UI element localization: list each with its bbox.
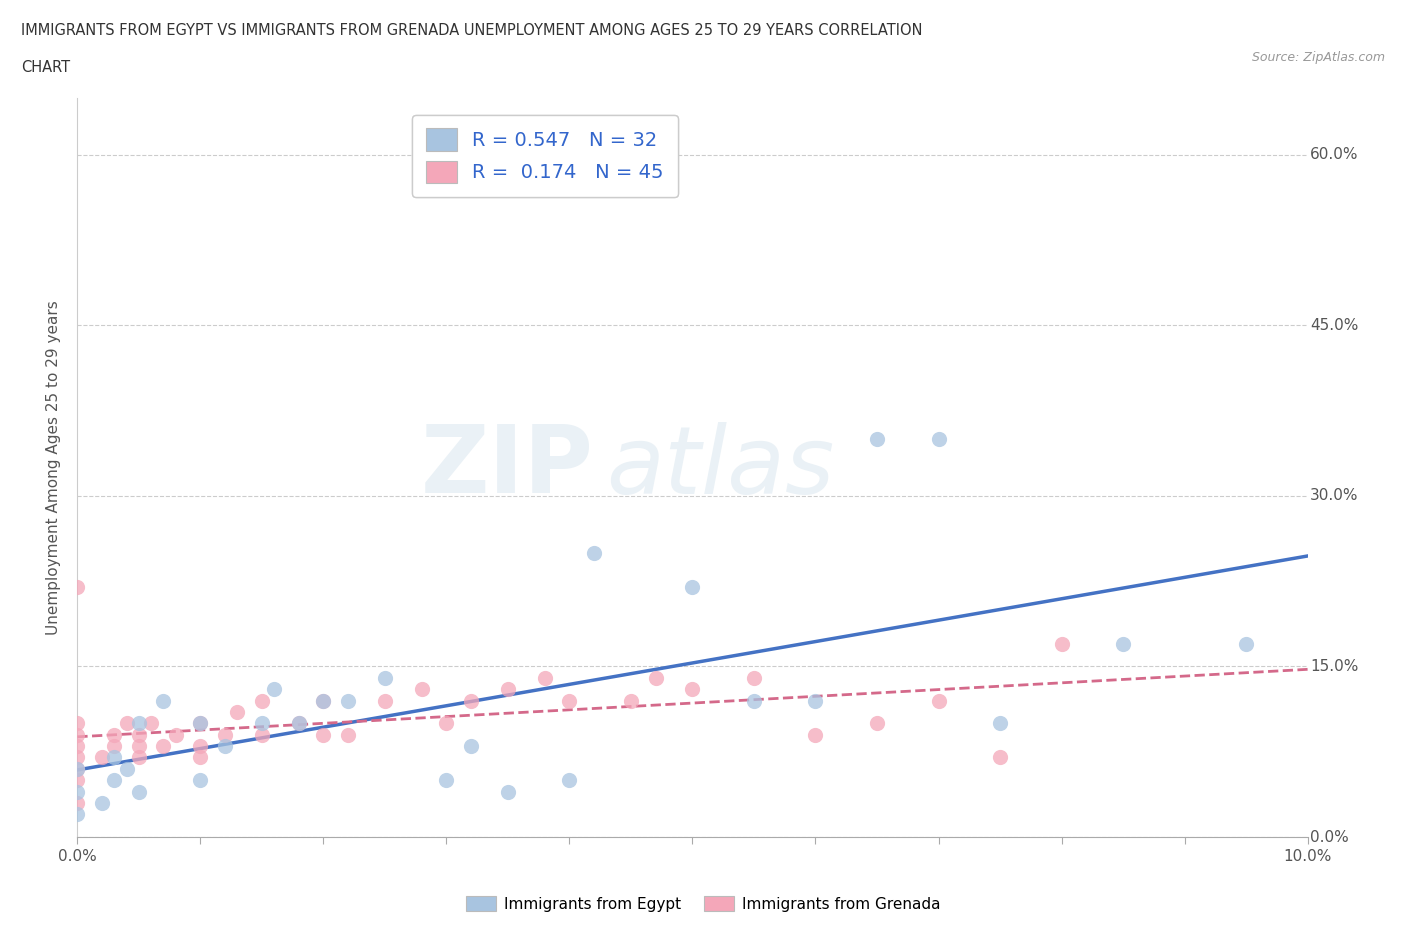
Point [1050, 636, 1073, 651]
Point [1234, 636, 1257, 651]
Point [988, 716, 1011, 731]
Point [742, 671, 765, 685]
Point [115, 716, 138, 731]
Point [374, 693, 396, 708]
Point [165, 727, 187, 742]
Point [188, 716, 212, 731]
Point [312, 693, 335, 708]
Text: Source: ZipAtlas.com: Source: ZipAtlas.com [1251, 51, 1385, 64]
Point [128, 716, 150, 731]
Point [66, 727, 89, 742]
Text: ZIP: ZIP [422, 421, 595, 513]
Point [66, 784, 89, 799]
Text: IMMIGRANTS FROM EGYPT VS IMMIGRANTS FROM GRENADA UNEMPLOYMENT AMONG AGES 25 TO 2: IMMIGRANTS FROM EGYPT VS IMMIGRANTS FROM… [21, 23, 922, 38]
Point [250, 716, 273, 731]
Point [682, 682, 704, 697]
Point [928, 693, 950, 708]
Point [103, 738, 125, 753]
Point [226, 704, 249, 719]
Point [128, 784, 150, 799]
Point [583, 545, 606, 560]
Point [66, 716, 89, 731]
Legend: Immigrants from Egypt, Immigrants from Grenada: Immigrants from Egypt, Immigrants from G… [460, 889, 946, 918]
Point [66, 773, 89, 788]
Point [66, 795, 89, 810]
Point [188, 738, 212, 753]
Point [103, 750, 125, 764]
Point [928, 432, 950, 446]
Point [66, 762, 89, 777]
Point [128, 738, 150, 753]
Point [644, 671, 666, 685]
Point [496, 682, 519, 697]
Point [436, 773, 458, 788]
Point [250, 693, 273, 708]
Point [1112, 636, 1135, 651]
Point [90, 795, 114, 810]
Text: 60.0%: 60.0% [1310, 147, 1358, 162]
Point [436, 716, 458, 731]
Point [337, 727, 360, 742]
Legend: R = 0.547   N = 32, R =  0.174   N = 45: R = 0.547 N = 32, R = 0.174 N = 45 [412, 114, 678, 196]
Point [742, 693, 765, 708]
Point [620, 693, 643, 708]
Point [66, 762, 89, 777]
Point [288, 716, 311, 731]
Point [460, 738, 482, 753]
Point [866, 432, 889, 446]
Text: 45.0%: 45.0% [1310, 318, 1358, 333]
Point [66, 738, 89, 753]
Y-axis label: Unemployment Among Ages 25 to 29 years: Unemployment Among Ages 25 to 29 years [46, 300, 62, 634]
Point [496, 784, 519, 799]
Point [337, 693, 360, 708]
Point [128, 750, 150, 764]
Point [312, 693, 335, 708]
Point [188, 716, 212, 731]
Text: CHART: CHART [21, 60, 70, 75]
Point [374, 671, 396, 685]
Point [411, 682, 433, 697]
Point [558, 693, 581, 708]
Point [312, 727, 335, 742]
Point [460, 693, 482, 708]
Text: 0.0%: 0.0% [1310, 830, 1348, 844]
Point [66, 579, 89, 594]
Point [866, 716, 889, 731]
Point [141, 716, 163, 731]
Text: atlas: atlas [606, 422, 835, 512]
Point [988, 750, 1011, 764]
Point [66, 750, 89, 764]
Point [682, 579, 704, 594]
Text: 15.0%: 15.0% [1310, 658, 1358, 674]
Point [103, 773, 125, 788]
Point [804, 693, 827, 708]
Point [804, 727, 827, 742]
Point [214, 738, 236, 753]
Point [115, 762, 138, 777]
Point [152, 738, 174, 753]
Point [288, 716, 311, 731]
Text: 30.0%: 30.0% [1310, 488, 1358, 503]
Point [152, 693, 174, 708]
Point [90, 750, 114, 764]
Point [214, 727, 236, 742]
Point [188, 773, 212, 788]
Point [263, 682, 285, 697]
Point [534, 671, 557, 685]
Point [66, 807, 89, 822]
Point [103, 727, 125, 742]
Point [558, 773, 581, 788]
Point [128, 727, 150, 742]
Point [188, 750, 212, 764]
Point [250, 727, 273, 742]
